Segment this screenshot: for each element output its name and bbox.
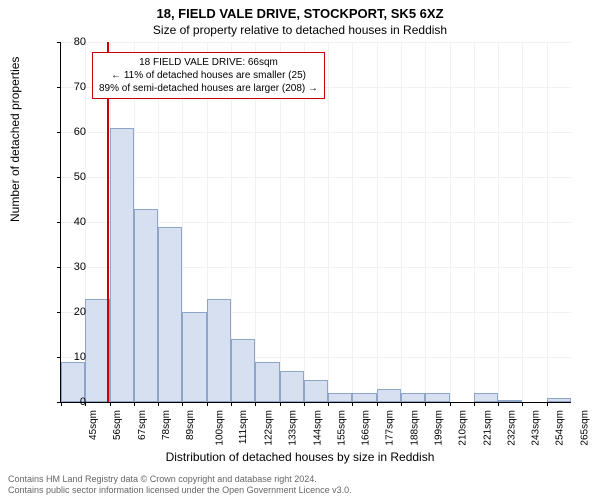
xtick-label: 188sqm (409, 410, 420, 446)
gridline-v (352, 42, 353, 402)
page-title: 18, FIELD VALE DRIVE, STOCKPORT, SK5 6XZ (0, 0, 600, 21)
histogram-bar (134, 209, 158, 403)
ytick-label: 30 (56, 261, 86, 273)
histogram-bar (474, 393, 498, 402)
gridline-v (377, 42, 378, 402)
xtick-label: 210sqm (458, 410, 469, 446)
histogram-bar (207, 299, 231, 403)
histogram-bar (328, 393, 352, 402)
page-subtitle: Size of property relative to detached ho… (0, 21, 600, 37)
gridline-h (61, 177, 571, 178)
xtick-label: 144sqm (312, 410, 323, 446)
histogram-bar (255, 362, 279, 403)
gridline-v (498, 42, 499, 402)
xtick-mark (158, 402, 159, 406)
xtick-mark (110, 402, 111, 406)
xtick-mark (134, 402, 135, 406)
xtick-mark (328, 402, 329, 406)
ytick-label: 50 (56, 171, 86, 183)
histogram-bar (425, 393, 449, 402)
annotation-line: 18 FIELD VALE DRIVE: 66sqm (99, 56, 318, 69)
xtick-label: 67sqm (137, 410, 148, 440)
xtick-label: 177sqm (385, 410, 396, 446)
annotation-line: 89% of semi-detached houses are larger (… (99, 82, 318, 95)
histogram-bar (352, 393, 376, 402)
xtick-label: 100sqm (215, 410, 226, 446)
gridline-h (61, 132, 571, 133)
ytick-label: 0 (56, 396, 86, 408)
histogram-bar (498, 400, 522, 402)
xtick-label: 122sqm (264, 410, 275, 446)
xtick-label: 243sqm (531, 410, 542, 446)
xtick-mark (498, 402, 499, 406)
xtick-mark (425, 402, 426, 406)
gridline-v (328, 42, 329, 402)
xtick-label: 78sqm (161, 410, 172, 440)
ytick-label: 20 (56, 306, 86, 318)
histogram-bar (547, 398, 571, 403)
xtick-mark (547, 402, 548, 406)
xtick-label: 133sqm (288, 410, 299, 446)
histogram-bar (85, 299, 109, 403)
y-axis-label: Number of detached properties (8, 57, 22, 222)
x-axis-label: Distribution of detached houses by size … (0, 450, 600, 464)
ytick-label: 40 (56, 216, 86, 228)
xtick-label: 254sqm (555, 410, 566, 446)
footer-line: Contains HM Land Registry data © Crown c… (8, 474, 352, 485)
histogram-bar (158, 227, 182, 403)
xtick-label: 265sqm (579, 410, 590, 446)
ytick-label: 80 (56, 36, 86, 48)
gridline-h (61, 42, 571, 43)
gridline-v (474, 42, 475, 402)
xtick-mark (304, 402, 305, 406)
xtick-mark (352, 402, 353, 406)
gridline-v (522, 42, 523, 402)
xtick-mark (401, 402, 402, 406)
gridline-v (401, 42, 402, 402)
ytick-label: 10 (56, 351, 86, 363)
xtick-label: 155sqm (336, 410, 347, 446)
xtick-label: 45sqm (88, 410, 99, 440)
histogram-bar (110, 128, 134, 403)
ytick-label: 70 (56, 81, 86, 93)
annotation-box: 18 FIELD VALE DRIVE: 66sqm← 11% of detac… (92, 52, 325, 99)
xtick-mark (280, 402, 281, 406)
gridline-v (547, 42, 548, 402)
xtick-label: 199sqm (434, 410, 445, 446)
footer-line: Contains public sector information licen… (8, 485, 352, 496)
histogram-bar (280, 371, 304, 403)
xtick-mark (182, 402, 183, 406)
histogram-bar (377, 389, 401, 403)
footer-attribution: Contains HM Land Registry data © Crown c… (8, 474, 352, 496)
xtick-mark (450, 402, 451, 406)
xtick-mark (255, 402, 256, 406)
histogram-bar (304, 380, 328, 403)
gridline-v (425, 42, 426, 402)
xtick-label: 111sqm (238, 410, 249, 444)
histogram-bar (401, 393, 425, 402)
histogram-bar (182, 312, 206, 402)
histogram-bar (231, 339, 255, 402)
xtick-mark (377, 402, 378, 406)
gridline-v (450, 42, 451, 402)
xtick-label: 89sqm (185, 410, 196, 440)
xtick-mark (207, 402, 208, 406)
annotation-line: ← 11% of detached houses are smaller (25… (99, 69, 318, 82)
chart-container: 18, FIELD VALE DRIVE, STOCKPORT, SK5 6XZ… (0, 0, 600, 500)
xtick-label: 221sqm (482, 410, 493, 446)
xtick-label: 166sqm (361, 410, 372, 446)
xtick-label: 56sqm (112, 410, 123, 440)
xtick-label: 232sqm (506, 410, 517, 446)
xtick-mark (522, 402, 523, 406)
xtick-mark (474, 402, 475, 406)
ytick-label: 60 (56, 126, 86, 138)
xtick-mark (231, 402, 232, 406)
